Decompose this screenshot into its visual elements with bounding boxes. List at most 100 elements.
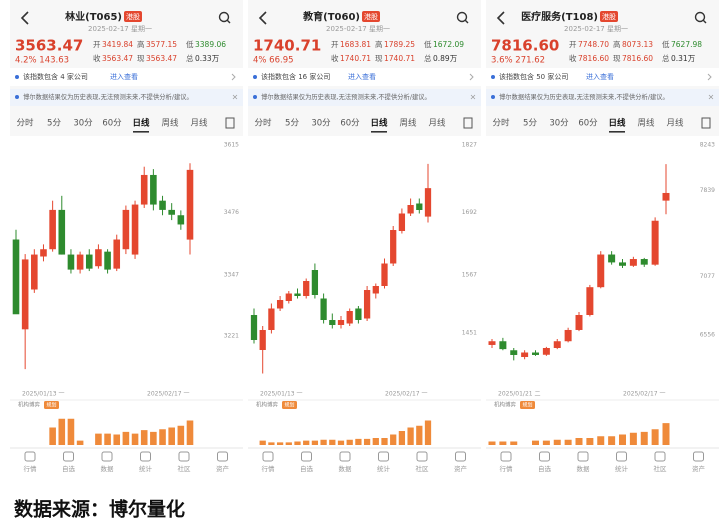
- volume-bar: [303, 440, 310, 445]
- price-change: 3.6% 271.62: [491, 56, 545, 66]
- nav-label[interactable]: 统计: [377, 464, 391, 473]
- period-tab[interactable]: 30分: [549, 119, 569, 129]
- nav-label[interactable]: 行情: [500, 464, 514, 473]
- candle-body: [122, 209, 130, 250]
- nav-label[interactable]: 数据: [101, 464, 115, 473]
- back-button[interactable]: [258, 11, 267, 25]
- nav-label[interactable]: 自选: [538, 464, 552, 473]
- nav-icon[interactable]: [178, 451, 190, 462]
- nav-label[interactable]: 社区: [178, 464, 192, 473]
- close-notice[interactable]: ×: [708, 93, 715, 102]
- stat-label: 开: [569, 40, 577, 49]
- period-tab[interactable]: 日线: [132, 118, 150, 129]
- y-tick-label: 1827: [462, 142, 477, 149]
- candle-body: [294, 293, 301, 296]
- period-tab[interactable]: 60分: [578, 119, 598, 129]
- nav-label[interactable]: 自选: [300, 464, 314, 473]
- nav-label[interactable]: 资产: [216, 464, 230, 473]
- enter-link[interactable]: 进入查看: [586, 72, 614, 81]
- nav-icon[interactable]: [577, 451, 589, 462]
- nav-label[interactable]: 统计: [139, 464, 153, 473]
- nav-icon[interactable]: [693, 451, 704, 462]
- candle-body: [608, 254, 616, 263]
- enter-link[interactable]: 进入查看: [110, 72, 138, 81]
- nav-label[interactable]: 社区: [654, 464, 668, 473]
- search-icon[interactable]: [694, 11, 706, 23]
- close-notice[interactable]: ×: [232, 93, 239, 102]
- back-button[interactable]: [496, 11, 505, 25]
- period-tab[interactable]: 5分: [285, 119, 299, 129]
- nav-label[interactable]: 数据: [339, 464, 353, 473]
- period-tab[interactable]: 30分: [311, 119, 331, 129]
- period-tab[interactable]: 日线: [608, 118, 626, 129]
- nav-icon[interactable]: [616, 451, 627, 462]
- nav-icon[interactable]: [217, 451, 228, 462]
- enter-link[interactable]: 进入查看: [348, 72, 376, 81]
- volume-bar: [662, 423, 670, 445]
- nav-icon[interactable]: [500, 451, 512, 462]
- period-tab[interactable]: 5分: [523, 119, 537, 129]
- period-tab[interactable]: 分时: [254, 118, 272, 129]
- period-tab[interactable]: 月线: [666, 118, 684, 129]
- row-dot: [15, 75, 19, 79]
- nav-label[interactable]: 数据: [577, 464, 591, 473]
- nav-icon[interactable]: [339, 451, 351, 462]
- nav-icon[interactable]: [455, 451, 466, 462]
- period-tab[interactable]: 分时: [492, 118, 510, 129]
- volume-bar: [398, 431, 406, 445]
- nav-label[interactable]: 统计: [615, 464, 629, 473]
- nav-icon[interactable]: [378, 451, 389, 462]
- nav-label[interactable]: 行情: [24, 464, 38, 473]
- candle-body: [85, 254, 93, 269]
- volume-bar: [95, 433, 102, 445]
- nav-label[interactable]: 自选: [62, 464, 76, 473]
- period-tab[interactable]: 60分: [102, 119, 122, 129]
- candle-body: [662, 192, 670, 201]
- period-tab[interactable]: 月线: [428, 118, 446, 129]
- candle-body: [303, 281, 310, 296]
- volume-label: 机构博弈: [256, 401, 279, 409]
- back-button[interactable]: [20, 11, 29, 25]
- nav-label[interactable]: 社区: [416, 464, 430, 473]
- nav-label[interactable]: 资产: [692, 464, 706, 473]
- candle-body: [651, 220, 659, 265]
- candle-body: [285, 293, 292, 301]
- nav-icon[interactable]: [101, 451, 113, 462]
- stat-value: 1740.71: [384, 54, 415, 63]
- market-badge-text: 港股: [364, 12, 378, 21]
- y-tick-label: 3615: [224, 141, 239, 148]
- stat-label: 现: [375, 54, 383, 63]
- search-icon[interactable]: [218, 11, 230, 23]
- period-tab[interactable]: 周线: [161, 118, 179, 129]
- period-tab[interactable]: 5分: [47, 119, 61, 129]
- row-dot: [491, 75, 495, 79]
- candle-body: [76, 254, 84, 270]
- nav-icon[interactable]: [654, 451, 666, 462]
- nav-label[interactable]: 行情: [262, 464, 276, 473]
- nav-icon[interactable]: [539, 451, 550, 462]
- close-notice[interactable]: ×: [470, 93, 477, 102]
- period-tab[interactable]: 60分: [340, 119, 360, 129]
- search-icon[interactable]: [456, 11, 468, 23]
- period-tab[interactable]: 周线: [399, 118, 417, 129]
- market-badge: [362, 11, 380, 22]
- companies-count: 该指数包含 50 家公司: [499, 72, 568, 81]
- volume-badge: [282, 401, 297, 409]
- candle-body: [424, 188, 432, 217]
- period-tab[interactable]: 30分: [73, 119, 93, 129]
- period-tab[interactable]: 周线: [637, 118, 655, 129]
- row-chevron: [231, 73, 236, 81]
- nav-icon[interactable]: [63, 451, 74, 462]
- nav-icon[interactable]: [140, 451, 151, 462]
- nav-icon[interactable]: [416, 451, 428, 462]
- stat-label: 现: [137, 54, 145, 63]
- period-tab[interactable]: 月线: [190, 118, 208, 129]
- nav-icon[interactable]: [24, 451, 36, 462]
- period-tab[interactable]: 分时: [16, 118, 34, 129]
- stat-label: 高: [613, 39, 621, 49]
- tab-icon: [225, 117, 235, 129]
- nav-icon[interactable]: [301, 451, 312, 462]
- period-tab[interactable]: 日线: [370, 118, 388, 129]
- nav-label[interactable]: 资产: [454, 464, 468, 473]
- nav-icon[interactable]: [262, 451, 274, 462]
